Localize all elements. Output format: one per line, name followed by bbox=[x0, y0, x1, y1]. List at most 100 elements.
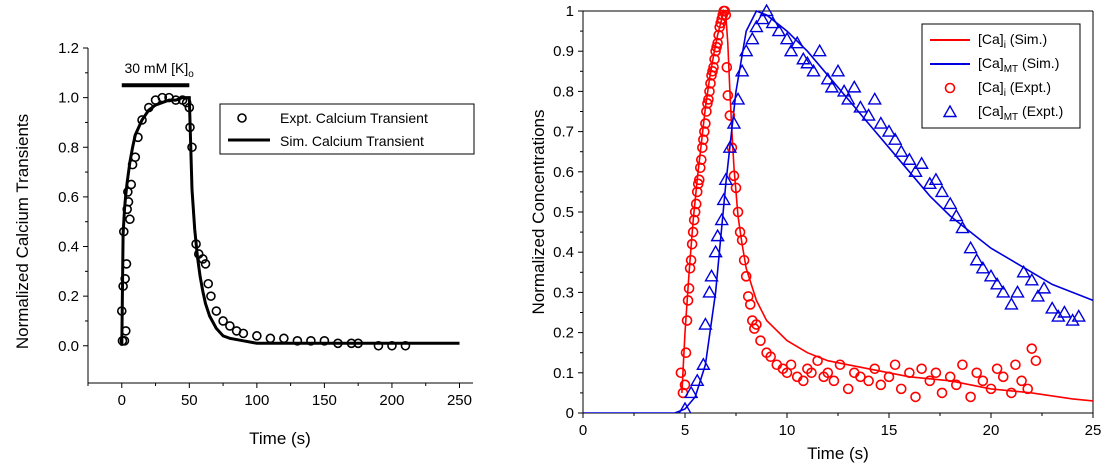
data-point bbox=[726, 116, 742, 129]
data-point bbox=[1010, 359, 1021, 371]
y-tick-label: 0.8 bbox=[553, 83, 574, 100]
y-tick-label: 0 bbox=[566, 405, 574, 422]
y-axis-title: Normalized Concentrations bbox=[529, 109, 548, 314]
legend-label-name: [Ca] bbox=[978, 31, 1004, 47]
data-point bbox=[697, 142, 708, 153]
data-point bbox=[894, 144, 909, 157]
legend-marker bbox=[944, 82, 956, 94]
legend-label-suffix: (Sim.) bbox=[1006, 31, 1047, 47]
legend-label-suffix: (Expt.) bbox=[1006, 79, 1051, 95]
data-point bbox=[719, 5, 731, 17]
data-point bbox=[721, 61, 733, 73]
y-tick-label: 0.8 bbox=[58, 139, 79, 156]
data-point bbox=[765, 15, 780, 29]
data-point bbox=[881, 124, 897, 137]
data-point bbox=[989, 276, 1005, 290]
data-point bbox=[789, 35, 805, 49]
data-point bbox=[985, 383, 997, 395]
data-point bbox=[1010, 284, 1025, 298]
data-point bbox=[785, 359, 797, 371]
y-tick-label: 0.1 bbox=[553, 365, 574, 382]
data-point bbox=[1026, 343, 1038, 354]
data-point bbox=[997, 371, 1009, 383]
data-point bbox=[736, 234, 748, 246]
data-point bbox=[883, 371, 895, 383]
data-point bbox=[687, 226, 699, 238]
series-line bbox=[120, 96, 460, 346]
legend-label-sub: i bbox=[1004, 88, 1006, 99]
legend-label-name: [Ca] bbox=[978, 103, 1004, 119]
data-point bbox=[698, 134, 709, 145]
data-point bbox=[853, 100, 868, 113]
data-point bbox=[702, 284, 717, 298]
data-point bbox=[712, 37, 723, 49]
data-point bbox=[836, 83, 852, 97]
legend-label-name: [Ca] bbox=[978, 79, 1004, 95]
x-tick-label: 20 bbox=[983, 422, 1000, 439]
legend-label: [Ca]i (Expt.) bbox=[978, 79, 1051, 99]
legend-label: [Ca]MT (Sim.) bbox=[978, 55, 1059, 75]
data-point bbox=[1004, 297, 1019, 310]
data-point bbox=[705, 78, 716, 89]
y-axis-title: Normalized Calcium Transients bbox=[13, 114, 32, 349]
data-point bbox=[690, 373, 705, 387]
data-point bbox=[875, 379, 887, 391]
y-tick-label: 0.2 bbox=[553, 325, 574, 342]
legend-box bbox=[921, 23, 1081, 129]
data-point bbox=[779, 31, 795, 45]
y-tick-label: 1.2 bbox=[58, 40, 79, 57]
x-tick-label: 100 bbox=[244, 392, 269, 409]
x-tick-label: 10 bbox=[779, 422, 796, 439]
data-point bbox=[252, 331, 262, 341]
data-point bbox=[1024, 272, 1040, 286]
data-point bbox=[983, 268, 999, 282]
y-tick-label: 0.2 bbox=[58, 288, 79, 305]
data-point bbox=[732, 206, 744, 218]
y-tick-label: 0.3 bbox=[553, 284, 574, 301]
data-point bbox=[211, 306, 222, 316]
data-point bbox=[692, 178, 704, 190]
x-tick-label: 15 bbox=[881, 422, 898, 439]
data-point bbox=[873, 116, 889, 129]
data-point bbox=[125, 214, 135, 225]
legend-label-sim: Sim. Calcium Transient bbox=[280, 133, 424, 149]
y-tick-label: 0.4 bbox=[553, 244, 574, 261]
data-point bbox=[755, 335, 766, 346]
series-3 bbox=[675, 5, 1042, 403]
data-point bbox=[137, 115, 147, 125]
y-tick-label: 0.6 bbox=[553, 164, 574, 181]
y-tick-label: 0.6 bbox=[58, 189, 79, 206]
data-point bbox=[682, 295, 694, 306]
data-point bbox=[781, 367, 793, 379]
data-point bbox=[806, 63, 821, 77]
x-axis-title: Time (s) bbox=[807, 444, 869, 463]
data-point bbox=[709, 53, 720, 65]
data-point bbox=[755, 11, 770, 25]
data-point bbox=[704, 86, 715, 97]
data-point bbox=[218, 316, 228, 326]
data-point bbox=[798, 375, 809, 387]
data-point bbox=[834, 359, 846, 371]
data-point bbox=[977, 375, 989, 387]
x-tick-label: 250 bbox=[447, 392, 472, 409]
data-point bbox=[861, 108, 876, 121]
data-point bbox=[206, 291, 216, 301]
data-point bbox=[686, 238, 698, 250]
data-point bbox=[936, 387, 948, 399]
data-point bbox=[679, 379, 691, 391]
data-point bbox=[855, 371, 866, 383]
data-point bbox=[700, 118, 711, 129]
data-point bbox=[842, 383, 854, 395]
data-point bbox=[738, 43, 754, 57]
x-tick-label: 5 bbox=[681, 422, 689, 439]
y-tick-label: 0.9 bbox=[553, 43, 574, 60]
data-point bbox=[693, 174, 705, 186]
data-point bbox=[373, 340, 384, 351]
data-point bbox=[740, 271, 752, 282]
data-point bbox=[759, 3, 774, 17]
data-point bbox=[904, 367, 915, 379]
data-point bbox=[745, 31, 760, 45]
data-point bbox=[934, 184, 950, 198]
data-point bbox=[869, 363, 881, 375]
data-point bbox=[1016, 375, 1027, 387]
